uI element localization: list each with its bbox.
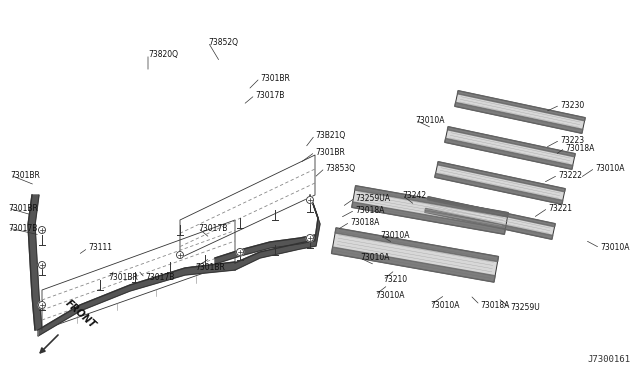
Text: 73221: 73221 <box>548 203 572 212</box>
Text: 73111: 73111 <box>88 244 112 253</box>
Text: 73010A: 73010A <box>600 244 630 253</box>
Polygon shape <box>425 208 553 239</box>
Polygon shape <box>455 102 583 133</box>
Text: 7301BR: 7301BR <box>10 170 40 180</box>
Circle shape <box>38 262 45 269</box>
Text: 73010A: 73010A <box>360 253 390 263</box>
Text: 73223: 73223 <box>560 135 584 144</box>
Polygon shape <box>458 91 585 121</box>
Circle shape <box>237 248 243 256</box>
Text: 7301BR: 7301BR <box>108 273 138 282</box>
Polygon shape <box>425 197 556 239</box>
Text: 73010A: 73010A <box>380 231 410 240</box>
Text: 73259UA: 73259UA <box>355 193 390 202</box>
Text: 73820Q: 73820Q <box>148 49 178 58</box>
Polygon shape <box>445 138 573 169</box>
Text: 73018A: 73018A <box>355 205 385 215</box>
Text: 73B21Q: 73B21Q <box>315 131 345 140</box>
Text: 73852Q: 73852Q <box>208 38 238 46</box>
Text: 73018A: 73018A <box>480 301 509 310</box>
Polygon shape <box>332 228 499 282</box>
Polygon shape <box>38 262 235 336</box>
Polygon shape <box>352 202 506 234</box>
Polygon shape <box>428 197 556 227</box>
Text: 73010A: 73010A <box>375 291 404 299</box>
Text: 7301BR: 7301BR <box>8 203 38 212</box>
Text: 73017B: 73017B <box>255 90 284 99</box>
Text: 73017B: 73017B <box>198 224 227 232</box>
Text: 73853Q: 73853Q <box>325 164 355 173</box>
Circle shape <box>177 251 184 259</box>
Polygon shape <box>215 235 315 264</box>
Polygon shape <box>235 195 320 270</box>
Polygon shape <box>455 91 585 133</box>
Polygon shape <box>435 173 563 204</box>
Text: 73018A: 73018A <box>350 218 380 227</box>
Text: 73210: 73210 <box>383 276 407 285</box>
Text: 73242: 73242 <box>402 190 426 199</box>
Polygon shape <box>332 247 495 282</box>
Polygon shape <box>355 186 508 217</box>
Text: 73230: 73230 <box>560 100 584 109</box>
Text: 73018A: 73018A <box>565 144 595 153</box>
Polygon shape <box>445 126 575 169</box>
Text: FRONT: FRONT <box>63 298 97 330</box>
Circle shape <box>307 234 314 241</box>
Polygon shape <box>447 126 575 157</box>
Text: 7301BR: 7301BR <box>195 263 225 273</box>
Text: 73222: 73222 <box>558 170 582 180</box>
Polygon shape <box>437 162 565 192</box>
Text: 7301BR: 7301BR <box>260 74 290 83</box>
Text: 7301BR: 7301BR <box>315 148 345 157</box>
Circle shape <box>38 301 45 308</box>
Text: J7300161: J7300161 <box>587 355 630 364</box>
Text: 73017B: 73017B <box>145 273 174 282</box>
Circle shape <box>38 227 45 234</box>
Polygon shape <box>352 186 508 234</box>
Polygon shape <box>28 195 42 330</box>
Text: 73010A: 73010A <box>415 115 445 125</box>
Text: 73259U: 73259U <box>510 304 540 312</box>
Polygon shape <box>435 162 565 204</box>
Text: 73017B: 73017B <box>8 224 37 232</box>
Text: 73010A: 73010A <box>595 164 625 173</box>
Text: 73010A: 73010A <box>430 301 460 310</box>
Circle shape <box>307 196 314 203</box>
Polygon shape <box>335 228 499 262</box>
